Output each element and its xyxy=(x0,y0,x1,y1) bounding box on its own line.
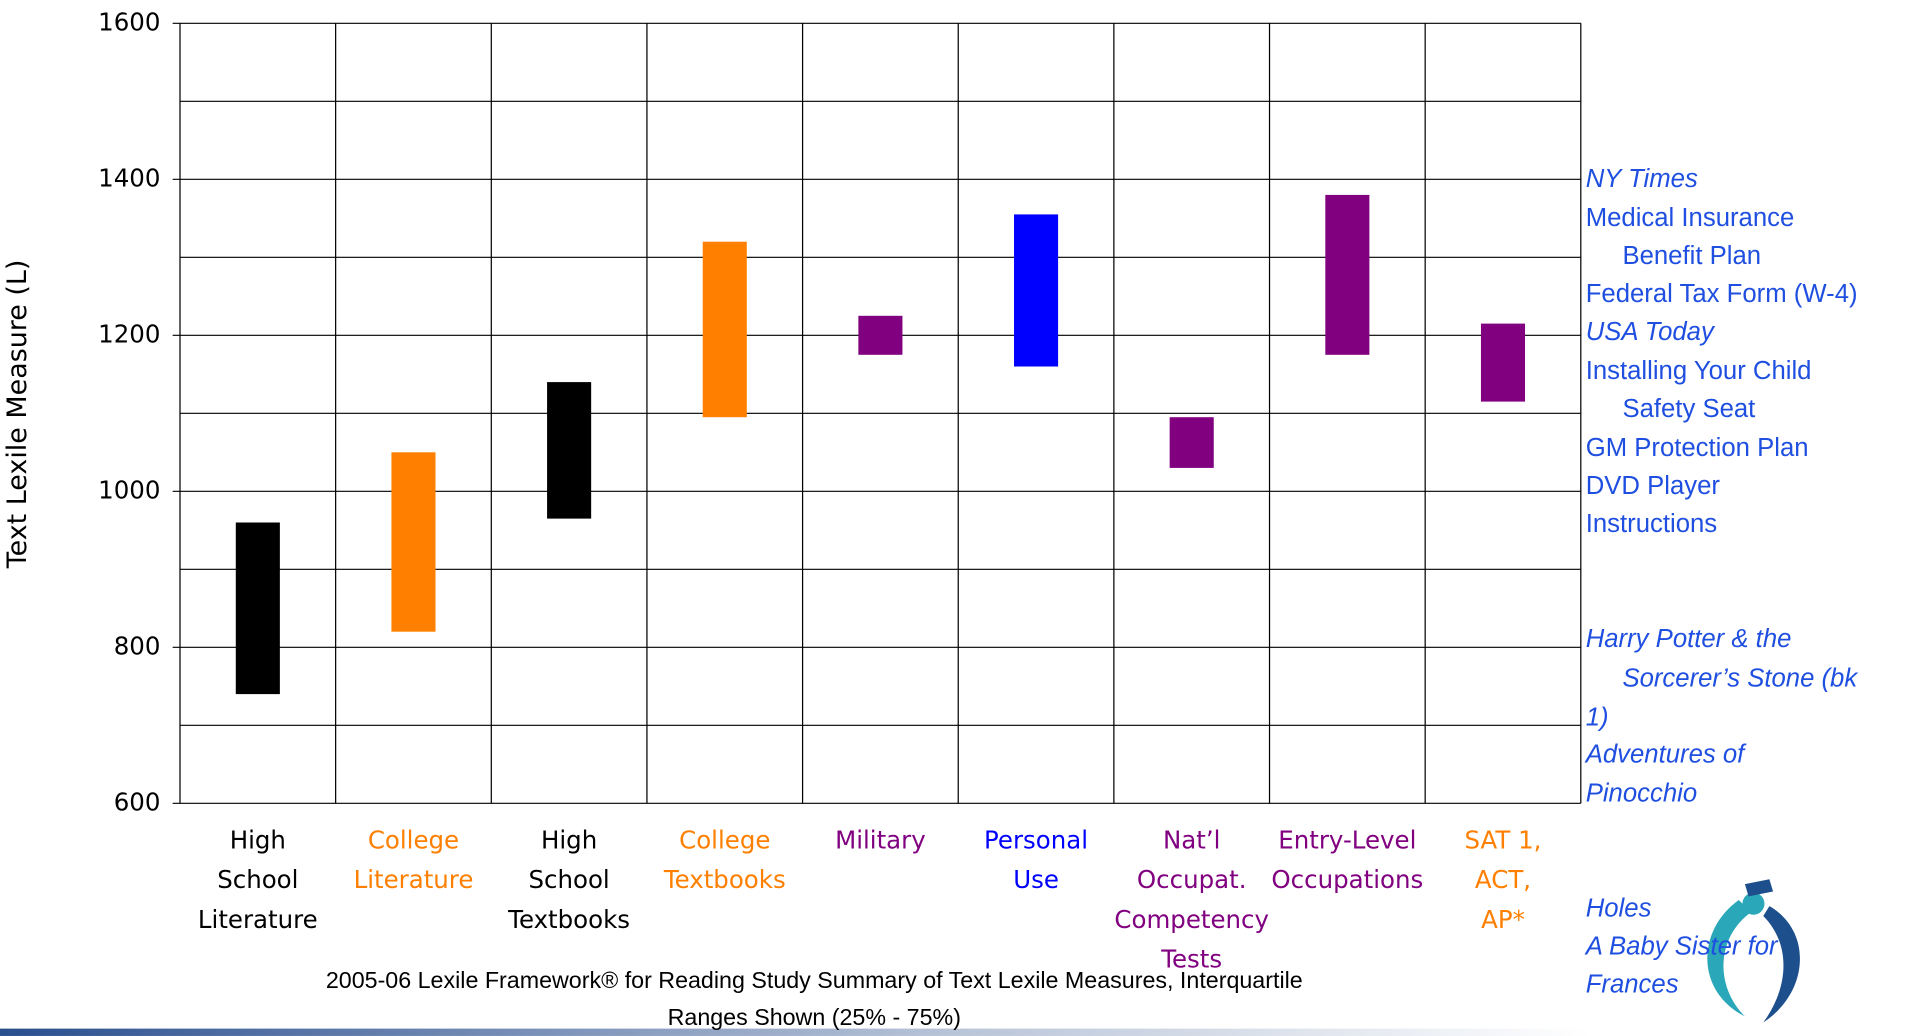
annotation: Harry Potter & the xyxy=(1586,625,1792,653)
y-axis-label: Text Lexile Measure (L) xyxy=(2,260,33,570)
annotation: Pinocchio xyxy=(1586,780,1697,808)
x-tick-label: Occupat. xyxy=(1137,865,1247,894)
x-tick-label: Use xyxy=(1013,865,1059,894)
range-bar xyxy=(1325,194,1370,355)
caption: Ranges Shown (25% - 75%) xyxy=(668,1004,961,1030)
x-tick-label: High xyxy=(541,825,597,854)
caption: 2005-06 Lexile Framework® for Reading St… xyxy=(326,967,1303,993)
range-bar xyxy=(235,522,280,695)
x-tick-label: ACT, xyxy=(1475,865,1531,894)
x-tick-label: College xyxy=(679,825,770,854)
annotation: Medical Insurance xyxy=(1586,204,1795,232)
logo xyxy=(1707,879,1800,1023)
x-tick-label: AP* xyxy=(1481,905,1525,934)
annotation: 1) xyxy=(1586,704,1609,732)
range-bar xyxy=(547,382,592,519)
annotation: USA Today xyxy=(1586,318,1716,346)
x-tick-label: Tests xyxy=(1160,945,1222,974)
x-tick-label: SAT 1, xyxy=(1465,825,1542,854)
annotation: DVD Player xyxy=(1586,472,1721,500)
annotation: Holes xyxy=(1586,895,1652,923)
x-tick-label: Entry-Level xyxy=(1278,825,1416,854)
x-tick-label: Nat’l xyxy=(1163,825,1220,854)
x-tick-label: Textbooks xyxy=(507,905,630,934)
y-tick-label: 1600 xyxy=(98,7,160,36)
x-tick-label: Military xyxy=(835,825,926,854)
x-tick-label: Literature xyxy=(354,865,474,894)
annotation: Frances xyxy=(1586,971,1679,999)
annotation: Adventures of xyxy=(1584,740,1747,768)
annotation: GM Protection Plan xyxy=(1586,434,1809,462)
x-tick-label: Personal xyxy=(984,825,1088,854)
x-tick-label: School xyxy=(217,865,298,894)
annotation: Federal Tax Form (W-4) xyxy=(1586,280,1858,308)
range-bar xyxy=(1169,417,1214,468)
annotation: A Baby Sister for xyxy=(1584,933,1779,961)
x-tick-label: Competency xyxy=(1114,905,1269,934)
range-bar xyxy=(1014,214,1059,367)
range-bar xyxy=(702,241,747,418)
annotation: NY Times xyxy=(1586,165,1698,193)
annotation: Installing Your Child xyxy=(1586,357,1812,385)
footer-band xyxy=(0,1028,1592,1036)
x-tick-label: College xyxy=(368,825,459,854)
range-bar xyxy=(391,452,436,632)
range-bar xyxy=(1480,323,1526,402)
y-tick-label: 1200 xyxy=(98,319,160,348)
range-bar xyxy=(858,315,903,355)
annotation: Sorcerer’s Stone (bk xyxy=(1622,664,1858,692)
y-tick-label: 800 xyxy=(114,631,161,660)
x-tick-label: High xyxy=(230,825,286,854)
annotation: Benefit Plan xyxy=(1622,242,1761,270)
x-tick-label: Literature xyxy=(198,905,318,934)
x-tick-label: Occupations xyxy=(1271,865,1423,894)
x-tick-label: School xyxy=(528,865,609,894)
y-tick-label: 1400 xyxy=(98,163,160,192)
y-tick-label: 600 xyxy=(114,787,161,816)
x-tick-label: Textbooks xyxy=(663,865,786,894)
annotation: Instructions xyxy=(1586,510,1717,538)
y-tick-label: 1000 xyxy=(98,475,160,504)
annotation: Safety Seat xyxy=(1622,395,1755,423)
